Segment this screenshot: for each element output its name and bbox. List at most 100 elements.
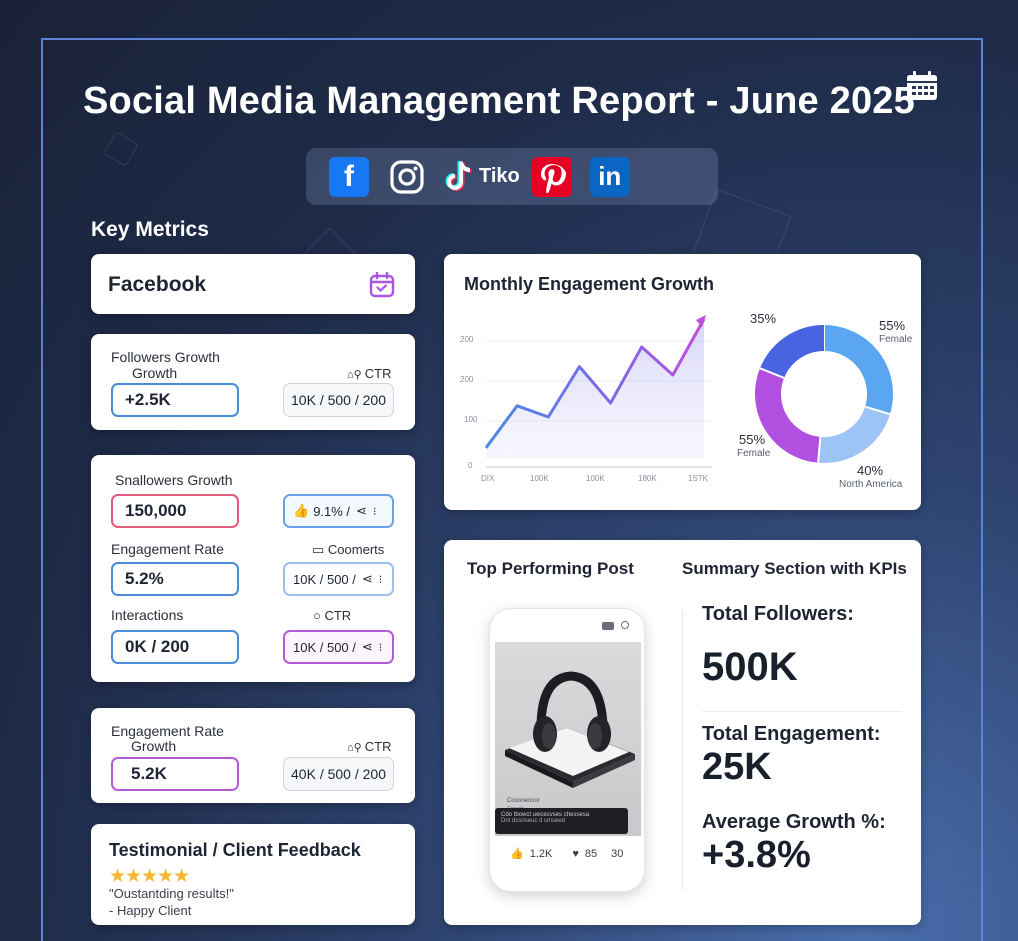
total-engagement-label: Total Engagement: (702, 723, 881, 745)
row2-stats: 10K / 500 / ⋖ ⁝ (283, 562, 394, 596)
facebook-icon[interactable]: f (329, 156, 369, 197)
testimonial-author: - Happy Client (109, 903, 192, 918)
summary-separator (702, 711, 902, 712)
engagement-rate-label: Engagement Rate (111, 723, 224, 739)
status-dot-icon (621, 621, 629, 629)
thumbs-up-icon: 👍 (293, 503, 310, 518)
engagement-line-chart: 200 200 100 0 DIX 100K 100K 180K 1STK (460, 315, 712, 483)
summary-divider (682, 610, 683, 890)
x-tick-label: 100K (530, 474, 549, 483)
followers-stats: 10K / 500 / 200 (283, 383, 394, 417)
ctr-text: CTR (364, 366, 392, 381)
tiktok-icon[interactable] (439, 157, 479, 197)
donut-label-sub: Female (737, 448, 771, 459)
facebook-card-title: Facebook (108, 273, 207, 296)
share-icon: ⋖ (361, 639, 373, 654)
trend-arrow-icon (696, 315, 706, 327)
ctr-label: ⌂⚲ CTR (347, 366, 391, 381)
row3-label: Interactions (111, 607, 184, 623)
testimonial-card: Testimonial / Client Feedback ★★★★★ "Ous… (91, 824, 415, 925)
post-image: Cooonencor Grossly (495, 642, 641, 836)
row1-value: 150,000 (111, 494, 239, 528)
comment-icon: ▭ (312, 542, 328, 557)
total-followers-value: 500K (702, 645, 798, 689)
testimonial-quote: "Oustantding results!" (109, 886, 234, 901)
row2-aux-text: Coomerts (327, 542, 385, 557)
row1-stats-text: 9.1% / (313, 503, 351, 519)
more-icon: ⁝ (378, 641, 383, 654)
engagement-rate-sublabel: Growth (131, 738, 177, 754)
x-tick-label: 100K (586, 474, 605, 483)
ctr-text: CTR (364, 739, 392, 754)
calendar-check-icon[interactable] (369, 272, 395, 298)
row3-aux: ○ CTR (313, 608, 351, 623)
camera-icon (602, 622, 614, 630)
engagement-area (486, 319, 704, 459)
key-metrics-heading: Key Metrics (91, 218, 209, 241)
donut-separator (864, 405, 891, 416)
engagement-chart-title: Monthly Engagement Growth (464, 274, 714, 294)
donut-separator (817, 436, 822, 463)
row3-value: 0K / 200 (111, 630, 239, 664)
top-post-title: Top Performing Post (467, 559, 634, 578)
total-engagement-value: 25K (702, 746, 772, 788)
row3-stats-text: 10K / 500 / (293, 639, 356, 655)
followers-growth-card[interactable]: Followers Growth Growth ⌂⚲ CTR +2.5K 10K… (91, 334, 415, 430)
donut-slice (823, 325, 893, 415)
ctr-label: ⌂⚲ CTR (347, 739, 391, 754)
summary-title: Summary Section with KPIs (682, 559, 907, 578)
total-followers-label: Total Followers: (702, 603, 854, 625)
post-stats: 👍 1.2K ♥ 85 30 (510, 847, 624, 861)
donut-slice (759, 325, 825, 379)
more-icon: ⁝ (378, 573, 383, 586)
calendar-icon (907, 71, 937, 100)
post-overlay: Cdo tbowct uwcecvses chessesa Dnt dcsnse… (495, 808, 628, 834)
instagram-icon[interactable] (387, 157, 427, 197)
row2-aux: ▭ Coomerts (312, 542, 384, 558)
facebook-card[interactable]: Facebook (91, 254, 415, 314)
donut-separator (759, 367, 785, 379)
share-icon: ⋖ (361, 571, 373, 586)
comment-icon[interactable]: ♥ (572, 847, 579, 860)
engagement-stats: 40K / 500 / 200 (283, 757, 394, 791)
engagement-line (484, 318, 706, 449)
pinterest-icon[interactable] (531, 156, 572, 197)
average-growth-value: +3.8% (702, 834, 811, 876)
row3-stats: 10K / 500 / ⋖ ⁝ (283, 630, 394, 664)
comments-count: 85 (584, 847, 598, 860)
engagement-rate-card[interactable]: Engagement Rate Growth ⌂⚲ CTR 5.2K 40K /… (91, 708, 415, 803)
engagement-growth-card: Monthly Engagement Growth 200 200 100 0 … (444, 254, 921, 510)
y-tick-label: 200 (460, 375, 474, 384)
tiktok-label: Tiko (479, 165, 520, 187)
post-overlay-line2: Dnt dcsnseuc d cmseed (501, 818, 566, 824)
social-platform-bar: f Tiko in (306, 148, 718, 205)
donut-slice (755, 368, 821, 463)
testimonial-title: Testimonial / Client Feedback (109, 840, 361, 860)
linkedin-icon[interactable]: in (589, 156, 630, 197)
post-caption-title: Cooonencor (507, 798, 540, 804)
followers-growth-value: +2.5K (111, 383, 239, 417)
top-post-summary-card: Top Performing Post Summary Section with… (444, 540, 921, 925)
phone-mockup[interactable]: Cooonencor Grossly Cdo tbowct uwcecvses … (489, 608, 645, 892)
rating-stars: ★★★★★ (109, 866, 190, 887)
x-tick-label: DIX (481, 474, 495, 483)
post-overlay-line1: Cdo tbowct uwcecvses chessesa (501, 812, 590, 818)
donut-label-pct: 35% (750, 311, 777, 326)
engagement-rate-value: 5.2K (111, 757, 239, 791)
shares-count: 30 (611, 847, 624, 860)
audience-donut-chart (755, 325, 893, 463)
followers-growth-sublabel: Growth (132, 365, 178, 381)
like-icon[interactable]: 👍 (510, 848, 524, 860)
likes-count: 1.2K (529, 847, 553, 860)
y-tick-label: 100 (464, 415, 478, 424)
y-tick-label: 200 (460, 335, 474, 344)
followers-growth-label: Followers Growth (111, 349, 220, 365)
row1-label: Snallowers Growth (115, 472, 233, 488)
row2-value: 5.2% (111, 562, 239, 596)
average-growth-label: Average Growth %: (702, 811, 886, 833)
report-frame (41, 38, 983, 941)
headphones-image: Cooonencor Grossly (505, 671, 635, 812)
metrics-detail-card[interactable]: Snallowers Growth 150,000 👍 9.1% / ⋖ ⁝ Enga… (91, 455, 415, 682)
link-icon: ⌂⚲ (347, 369, 365, 381)
circle-icon: ○ (313, 608, 325, 623)
